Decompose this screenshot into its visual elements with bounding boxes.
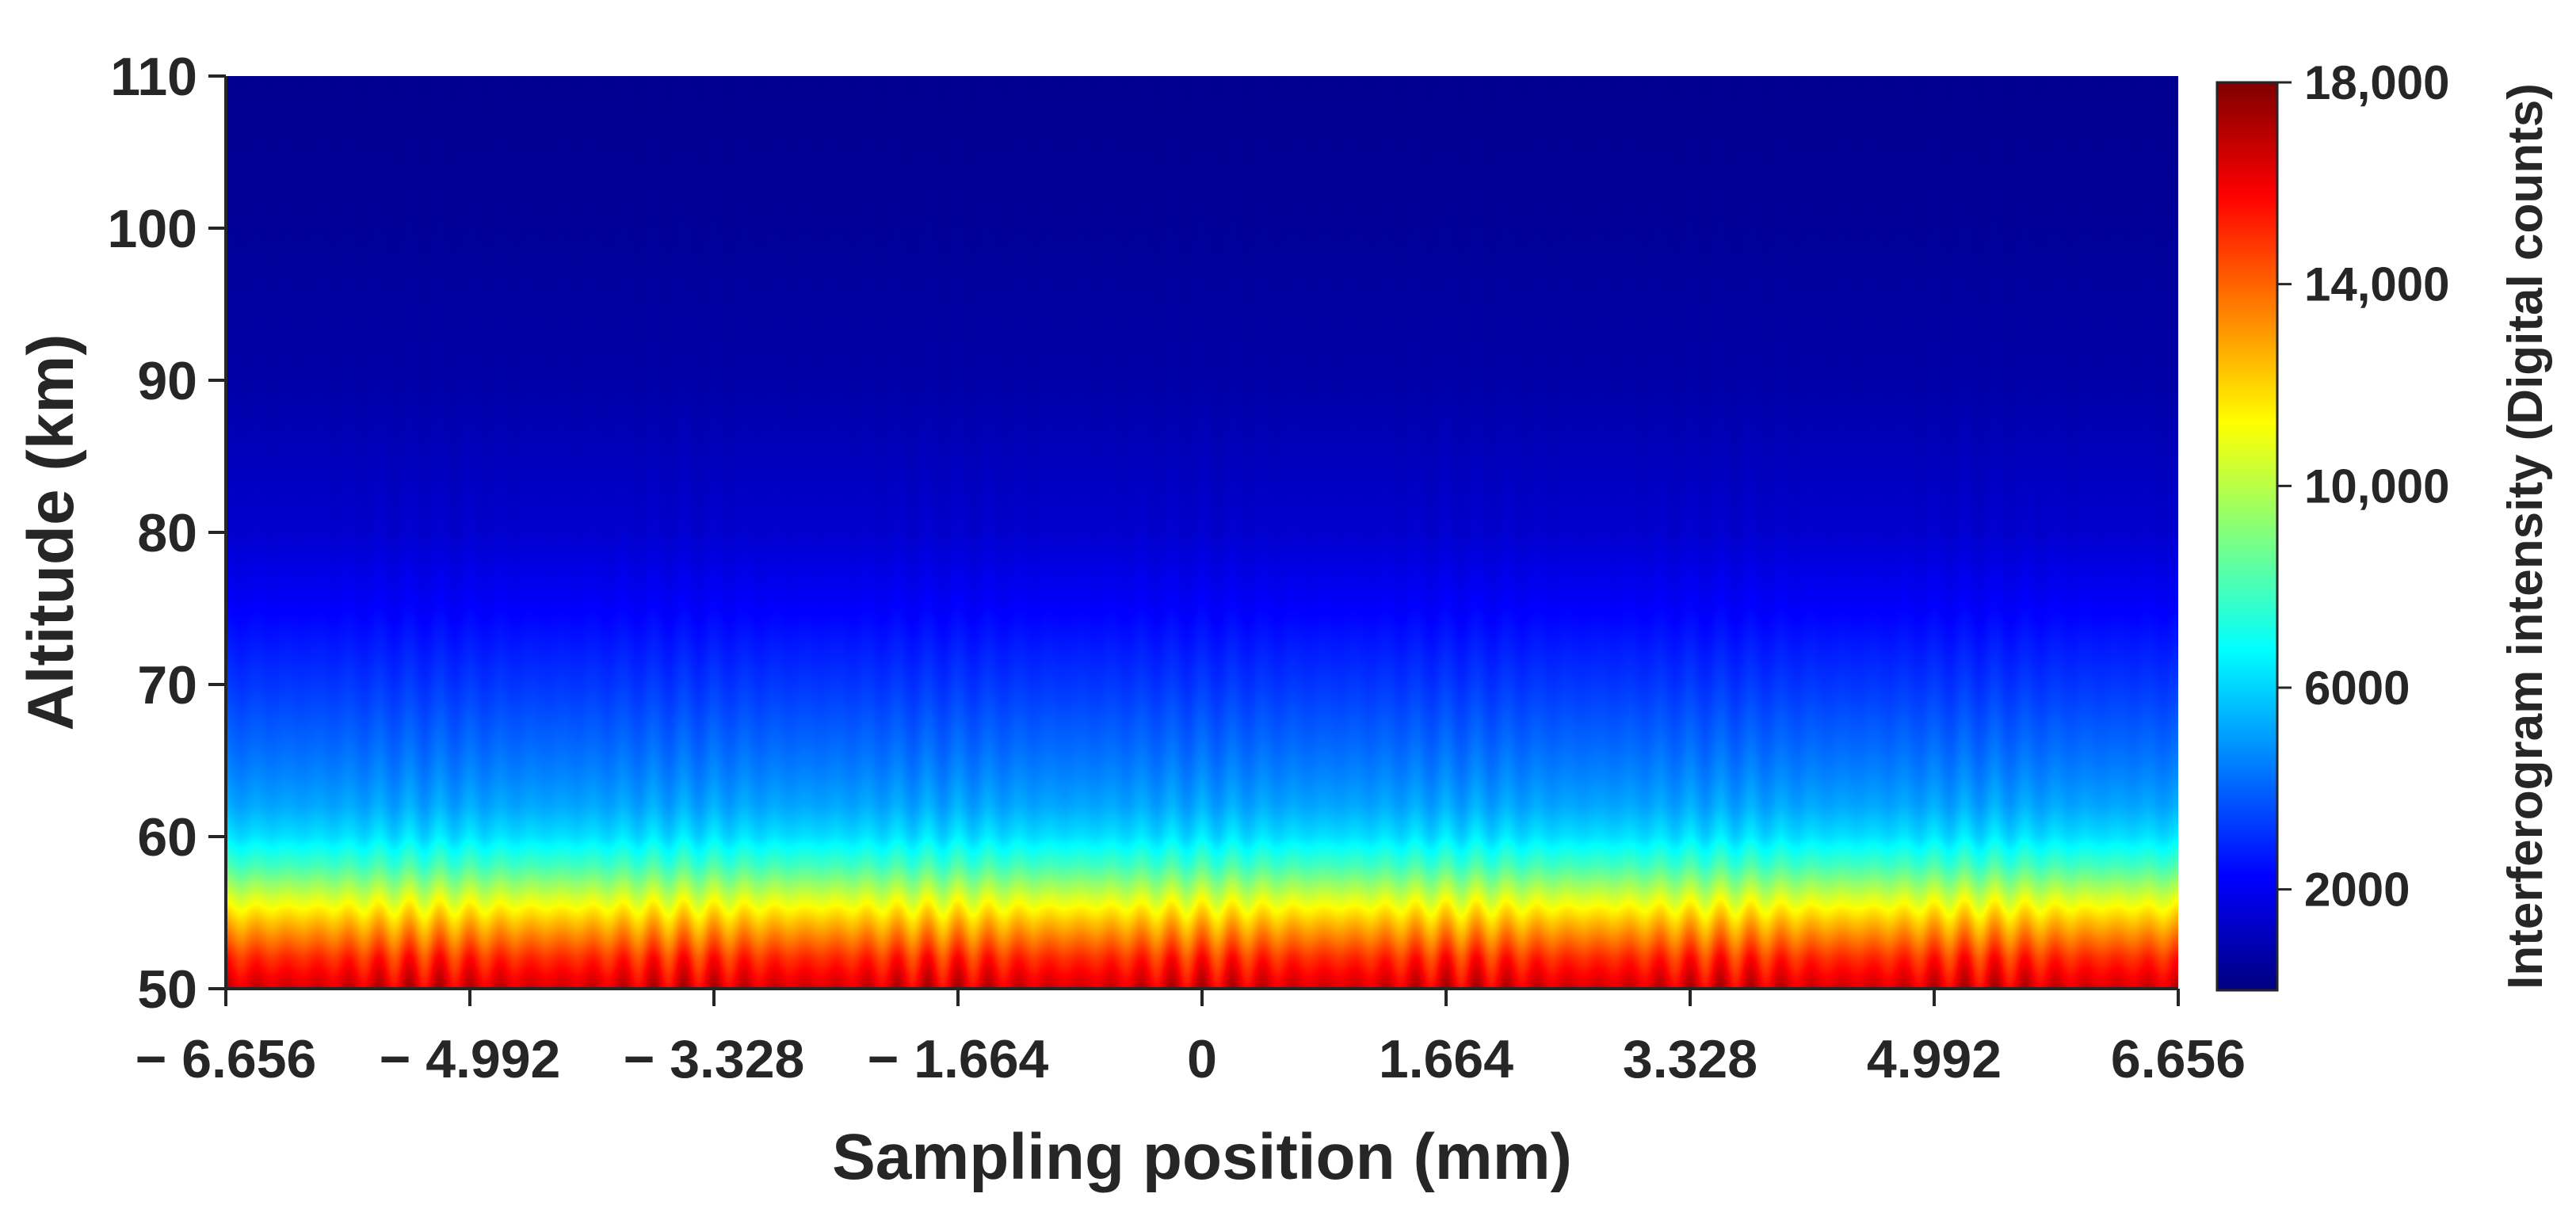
y-tick-label: 110 <box>110 47 197 107</box>
colorbar-ticks: 2000 6000 10,000 14,000 18,000 <box>2277 56 2450 917</box>
colorbar-tick-label: 2000 <box>2304 864 2410 917</box>
x-ticks: − 6.656 − 4.992 − 3.328 − 1.664 0 1.664 3.328 4… <box>135 989 2246 1089</box>
colorbar-fill <box>2215 81 2279 992</box>
y-tick-label: 50 <box>137 959 197 1020</box>
x-tick-label: − 4.992 <box>380 1029 561 1089</box>
colorbar-tick-label: 14,000 <box>2304 258 2450 311</box>
y-tick-label: 80 <box>137 503 197 563</box>
plot-area <box>226 76 2178 989</box>
y-ticks: 50 60 70 80 90 100 110 <box>108 47 226 1020</box>
colorbar: 2000 6000 10,000 14,000 18,000 Interferogram… <box>2215 56 2553 992</box>
x-tick-label: − 6.656 <box>135 1029 317 1089</box>
colorbar-tick-label: 6000 <box>2304 662 2410 715</box>
x-tick-label: − 3.328 <box>624 1029 805 1089</box>
x-tick-label: − 1.664 <box>868 1029 1049 1089</box>
colorbar-tick-label: 10,000 <box>2304 459 2450 513</box>
x-tick-label: 6.656 <box>2111 1029 2246 1089</box>
x-tick-label: 4.992 <box>1867 1029 2002 1089</box>
y-tick-label: 100 <box>108 199 197 259</box>
colorbar-tick-label: 18,000 <box>2304 56 2450 109</box>
x-axis-label: Sampling position (mm) <box>832 1121 1572 1193</box>
x-tick-label: 0 <box>1187 1029 1217 1089</box>
x-tick-label: 3.328 <box>1623 1029 1757 1089</box>
colorbar-label: Interferogram intensity (Digital counts) <box>2498 83 2553 989</box>
y-axis-label: Altitude (km) <box>15 334 87 730</box>
y-tick-label: 90 <box>137 351 197 411</box>
x-tick-label: 1.664 <box>1379 1029 1513 1089</box>
heatmap-image <box>226 76 2178 989</box>
y-tick-label: 70 <box>137 655 197 715</box>
y-tick-label: 60 <box>137 807 197 867</box>
